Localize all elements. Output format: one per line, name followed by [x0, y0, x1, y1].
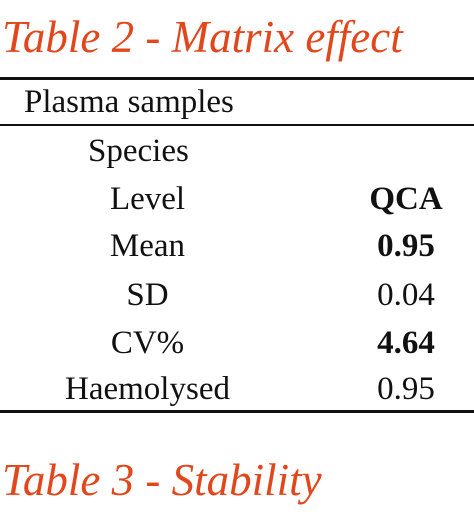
cv-value: 4.64 [377, 325, 435, 361]
table-bottom-rule [0, 410, 474, 413]
table-top-rule [0, 77, 474, 80]
species-label: Species [88, 133, 189, 169]
sd-value: 0.04 [377, 277, 435, 313]
haemolysed-label: Haemolysed [65, 371, 230, 407]
level-value: QCA [369, 181, 443, 217]
mean-label: Mean [109, 228, 186, 264]
level-label: Level [109, 181, 186, 217]
sd-label: SD [126, 277, 169, 313]
plasma-samples-label: Plasma samples [24, 84, 234, 120]
cv-label: CV% [110, 325, 185, 361]
table-header-rule [0, 124, 474, 126]
table-3-title: Table 3 - Stability [2, 455, 322, 505]
table-2-title: Table 2 - Matrix effect [2, 12, 403, 62]
haemolysed-value: 0.95 [377, 371, 435, 407]
mean-value: 0.95 [377, 228, 435, 264]
